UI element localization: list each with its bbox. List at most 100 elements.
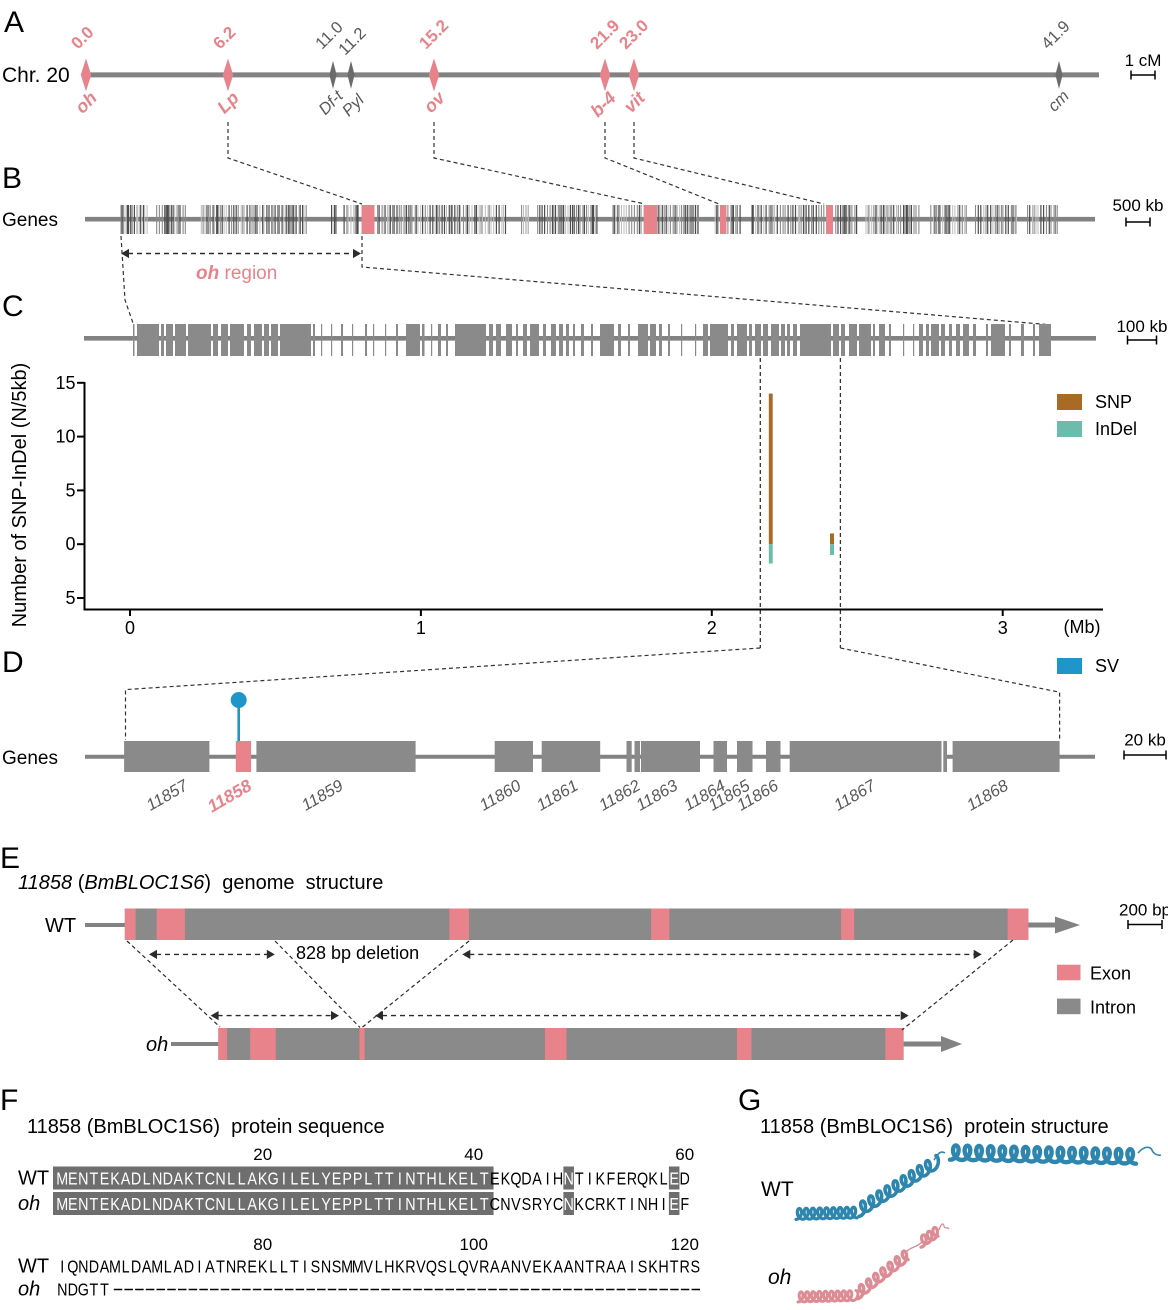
svg-text:L: L <box>438 1170 446 1189</box>
svg-text:F: F <box>680 1196 689 1215</box>
svg-text:I: I <box>303 1258 307 1277</box>
svg-text:11858 (BmBLOC1S6) protein str: 11858 (BmBLOC1S6) protein structure <box>760 1116 1109 1138</box>
svg-text:T: T <box>374 1196 383 1215</box>
svg-text:b-4: b-4 <box>587 88 620 121</box>
svg-text:I: I <box>588 1170 592 1189</box>
svg-text:Q: Q <box>426 1258 437 1277</box>
svg-text:Q: Q <box>67 1258 78 1277</box>
svg-text:WT: WT <box>761 1178 794 1201</box>
svg-text:L: L <box>238 1170 246 1189</box>
svg-text:ov: ov <box>420 87 450 117</box>
svg-text:G: G <box>268 1196 279 1215</box>
svg-text:80: 80 <box>253 1235 272 1254</box>
svg-text:N: N <box>637 1196 647 1215</box>
svg-text:K: K <box>258 1258 268 1277</box>
svg-text:A: A <box>501 1258 511 1277</box>
svg-text:20 kb: 20 kb <box>1124 731 1166 750</box>
svg-text:SNP: SNP <box>1095 392 1132 412</box>
svg-text:11858 (BmBLOC1S6) protein seq: 11858 (BmBLOC1S6) protein sequence <box>27 1116 385 1138</box>
svg-text:Y: Y <box>321 1170 331 1189</box>
svg-text:R: R <box>236 1258 246 1277</box>
svg-text:K: K <box>110 1196 120 1215</box>
svg-text:H: H <box>553 1170 563 1189</box>
svg-text:N: N <box>511 1258 521 1277</box>
svg-text:K: K <box>648 1258 658 1277</box>
svg-text:K: K <box>543 1258 553 1277</box>
svg-text:5: 5 <box>65 480 75 500</box>
svg-text:E: E <box>617 1170 627 1189</box>
svg-text:E: E <box>490 1170 500 1189</box>
svg-text:Intron: Intron <box>1090 997 1136 1017</box>
svg-text:L: L <box>438 1196 446 1215</box>
svg-text:D: D <box>131 1258 141 1277</box>
svg-text:A: A <box>490 1258 500 1277</box>
svg-text:15.2: 15.2 <box>415 16 452 53</box>
svg-text:M: M <box>56 1196 68 1215</box>
svg-text:C: C <box>205 1170 215 1189</box>
svg-text:Q: Q <box>510 1170 521 1189</box>
svg-text:Genes: Genes <box>2 748 58 769</box>
svg-text:R: R <box>405 1258 415 1277</box>
svg-text:R: R <box>680 1258 690 1277</box>
svg-text:C: C <box>490 1196 500 1215</box>
svg-text:M: M <box>56 1170 68 1189</box>
svg-text:L: L <box>280 1258 288 1277</box>
svg-text:V: V <box>522 1258 532 1277</box>
svg-text:K: K <box>110 1170 120 1189</box>
svg-text:L: L <box>660 1170 668 1189</box>
svg-text:oh: oh <box>71 88 101 118</box>
svg-text:15: 15 <box>55 373 75 393</box>
svg-text:M: M <box>151 1258 163 1277</box>
svg-text:I: I <box>398 1170 402 1189</box>
svg-text:K: K <box>395 1258 405 1277</box>
svg-text:21.9: 21.9 <box>586 16 623 53</box>
svg-text:T: T <box>385 1170 394 1189</box>
svg-text:A: A <box>606 1258 616 1277</box>
svg-text:P: P <box>342 1170 352 1189</box>
svg-text:A: A <box>174 1258 184 1277</box>
svg-text:T: T <box>417 1196 426 1215</box>
svg-text:E: E <box>332 1170 342 1189</box>
svg-text:E: E <box>332 1196 342 1215</box>
svg-text:N: N <box>574 1258 584 1277</box>
svg-text:11867: 11867 <box>831 776 879 814</box>
svg-text:oh: oh <box>146 1034 168 1056</box>
svg-text:A: A <box>205 1258 215 1277</box>
svg-text:D: D <box>2 646 24 679</box>
svg-text:60: 60 <box>675 1145 694 1164</box>
svg-text:T: T <box>417 1170 426 1189</box>
svg-text:N: N <box>321 1258 331 1277</box>
svg-text:N: N <box>78 1196 88 1215</box>
svg-text:A: A <box>553 1258 563 1277</box>
svg-text:C: C <box>585 1196 595 1215</box>
svg-text:C: C <box>553 1196 563 1215</box>
svg-text:D: D <box>68 1281 78 1300</box>
svg-text:E: E <box>669 1196 679 1215</box>
svg-text:L: L <box>122 1258 130 1277</box>
svg-text:1: 1 <box>416 618 426 638</box>
svg-text:L: L <box>238 1196 246 1215</box>
svg-text:L: L <box>364 1170 372 1189</box>
svg-text:T: T <box>90 1281 99 1300</box>
svg-text:Q: Q <box>637 1170 648 1189</box>
svg-text:K: K <box>258 1196 268 1215</box>
svg-text:100 kb: 100 kb <box>1116 317 1167 336</box>
svg-text:11862: 11862 <box>596 777 644 815</box>
svg-text:K: K <box>258 1170 268 1189</box>
svg-text:L: L <box>143 1196 151 1215</box>
svg-text:A: A <box>564 1258 574 1277</box>
svg-text:500 kb: 500 kb <box>1112 196 1163 215</box>
svg-text:T: T <box>480 1170 489 1189</box>
svg-text:K: K <box>448 1170 458 1189</box>
svg-text:N: N <box>152 1196 162 1215</box>
svg-text:S: S <box>690 1258 700 1277</box>
svg-text:I: I <box>60 1258 64 1277</box>
svg-text:D: D <box>131 1170 141 1189</box>
svg-text:InDel: InDel <box>1095 419 1137 439</box>
svg-text:WT: WT <box>18 1256 49 1278</box>
svg-text:23.0: 23.0 <box>615 16 652 53</box>
svg-text:T: T <box>480 1196 489 1215</box>
svg-text:M: M <box>352 1258 364 1277</box>
svg-text:R: R <box>627 1170 637 1189</box>
svg-text:A: A <box>247 1170 257 1189</box>
